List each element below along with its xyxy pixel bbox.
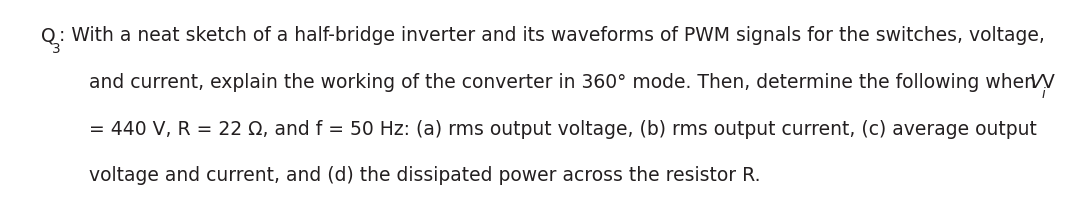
Text: voltage and current, and (d) the dissipated power across the resistor R.: voltage and current, and (d) the dissipa… xyxy=(89,165,760,184)
Text: and current, explain the working of the converter in 360° mode. Then, determine : and current, explain the working of the … xyxy=(89,73,1054,91)
Text: V: V xyxy=(1030,73,1042,91)
Text: Q: Q xyxy=(41,26,56,45)
Text: 3: 3 xyxy=(52,42,60,55)
Text: = 440 V, R = 22 Ω, and f = 50 Hz: (a) rms output voltage, (b) rms output current: = 440 V, R = 22 Ω, and f = 50 Hz: (a) rm… xyxy=(89,119,1037,138)
Text: i: i xyxy=(1042,87,1045,100)
Text: : With a neat sketch of a half-bridge inverter and its waveforms of PWM signals : : With a neat sketch of a half-bridge in… xyxy=(59,26,1045,45)
